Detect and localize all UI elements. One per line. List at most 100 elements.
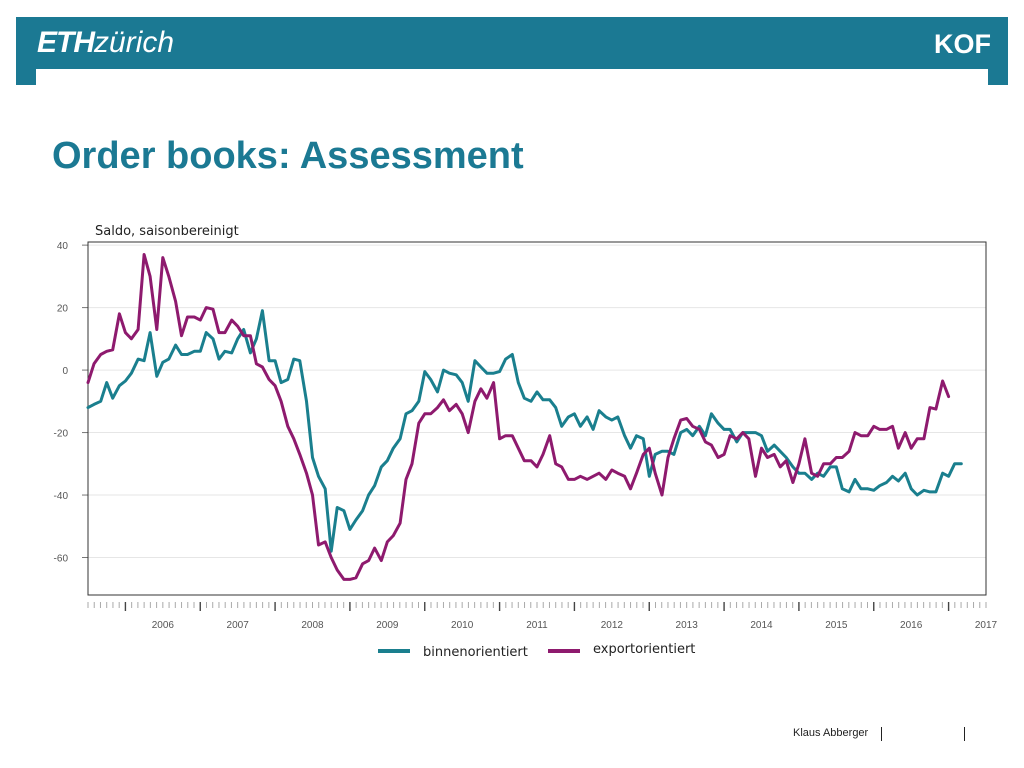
data-point-binnenorientiert	[199, 350, 202, 353]
data-point-exportorientiert	[111, 349, 114, 351]
data-point-exportorientiert	[287, 425, 289, 428]
slide-title: Order books: Assessment	[52, 135, 524, 177]
data-point-binnenorientiert	[330, 550, 333, 553]
y-tick-label: -20	[54, 429, 69, 440]
data-point-binnenorientiert	[605, 416, 607, 418]
x-tick-label: 2010	[451, 620, 474, 631]
data-point-binnenorientiert	[729, 428, 731, 431]
data-point-exportorientiert	[336, 569, 339, 571]
data-point-exportorientiert	[137, 328, 139, 331]
data-point-binnenorientiert	[685, 428, 688, 431]
data-point-binnenorientiert	[822, 475, 825, 478]
data-point-binnenorientiert	[941, 472, 944, 475]
data-point-exportorientiert	[230, 319, 233, 321]
data-point-binnenorientiert	[249, 352, 252, 354]
data-point-binnenorientiert	[349, 528, 351, 531]
data-point-binnenorientiert	[149, 331, 151, 334]
data-point-exportorientiert	[779, 466, 781, 468]
data-point-exportorientiert	[355, 577, 357, 579]
data-point-exportorientiert	[835, 456, 838, 459]
data-point-exportorientiert	[798, 463, 800, 465]
data-point-exportorientiert	[878, 428, 881, 431]
data-point-exportorientiert	[891, 425, 894, 428]
data-point-exportorientiert	[492, 381, 495, 384]
data-point-exportorientiert	[904, 431, 906, 434]
data-point-binnenorientiert	[143, 359, 145, 362]
data-point-exportorientiert	[311, 494, 314, 496]
data-point-binnenorientiert	[635, 434, 638, 437]
data-point-exportorientiert	[87, 381, 89, 384]
data-point-exportorientiert	[480, 388, 482, 390]
legend-label-binnenorientiert: binnenorientiert	[423, 645, 528, 660]
data-point-binnenorientiert	[99, 400, 102, 403]
data-point-binnenorientiert	[891, 475, 894, 478]
eth-logo-rest: zürich	[94, 26, 175, 59]
data-point-binnenorientiert	[704, 434, 707, 437]
data-point-exportorientiert	[498, 438, 501, 440]
data-point-binnenorientiert	[193, 350, 196, 353]
data-point-exportorientiert	[442, 399, 445, 401]
data-point-binnenorientiert	[367, 494, 370, 496]
data-point-exportorientiert	[130, 338, 133, 340]
data-point-exportorientiert	[742, 431, 744, 434]
data-point-binnenorientiert	[111, 397, 114, 400]
data-point-binnenorientiert	[424, 370, 426, 373]
data-point-binnenorientiert	[878, 484, 881, 487]
footer-separator	[964, 727, 965, 741]
data-point-exportorientiert	[474, 400, 476, 403]
data-point-exportorientiert	[841, 456, 844, 459]
data-point-exportorientiert	[867, 434, 869, 437]
data-point-binnenorientiert	[717, 422, 719, 425]
data-point-binnenorientiert	[498, 370, 501, 373]
data-point-binnenorientiert	[442, 369, 445, 371]
data-point-binnenorientiert	[287, 378, 289, 381]
data-point-binnenorientiert	[355, 519, 357, 521]
data-point-binnenorientiert	[242, 328, 245, 331]
data-point-binnenorientiert	[642, 438, 645, 440]
data-point-binnenorientiert	[418, 400, 420, 403]
data-point-binnenorientiert	[548, 399, 551, 401]
data-point-binnenorientiert	[386, 459, 389, 462]
data-point-exportorientiert	[373, 547, 376, 549]
data-point-exportorientiert	[548, 434, 551, 437]
data-point-exportorientiert	[910, 447, 912, 450]
data-point-exportorientiert	[392, 534, 395, 537]
data-point-exportorientiert	[361, 563, 364, 565]
data-point-binnenorientiert	[935, 491, 937, 493]
data-point-binnenorientiert	[586, 416, 588, 418]
data-point-exportorientiert	[941, 380, 944, 382]
data-point-binnenorientiert	[93, 403, 95, 406]
y-tick-label: 0	[62, 366, 68, 377]
data-point-exportorientiert	[93, 363, 95, 365]
data-point-binnenorientiert	[218, 358, 220, 360]
data-point-exportorientiert	[330, 556, 333, 559]
footer-separator	[881, 727, 882, 741]
data-point-exportorientiert	[193, 316, 196, 318]
data-point-exportorientiert	[105, 350, 108, 353]
data-point-exportorientiert	[586, 478, 588, 481]
data-point-exportorientiert	[367, 559, 370, 562]
data-point-exportorientiert	[654, 472, 656, 475]
data-point-exportorientiert	[180, 334, 183, 337]
data-point-binnenorientiert	[748, 431, 750, 434]
data-point-exportorientiert	[448, 409, 451, 412]
data-point-binnenorientiert	[274, 359, 276, 362]
data-point-exportorientiert	[186, 316, 189, 318]
data-point-exportorientiert	[511, 434, 514, 437]
data-point-binnenorientiert	[723, 428, 725, 431]
x-tick-label: 2016	[900, 620, 923, 631]
y-tick-label: 40	[57, 241, 69, 252]
data-point-binnenorientiert	[661, 450, 663, 453]
data-point-exportorientiert	[461, 413, 464, 415]
data-point-binnenorientiert	[691, 434, 694, 437]
data-point-binnenorientiert	[317, 475, 320, 478]
data-point-exportorientiert	[280, 400, 282, 403]
data-point-exportorientiert	[935, 408, 937, 410]
data-point-exportorientiert	[785, 459, 787, 462]
data-point-exportorientiert	[679, 419, 682, 421]
data-point-exportorientiert	[236, 325, 239, 328]
x-tick-label: 2012	[601, 620, 624, 631]
data-point-binnenorientiert	[598, 409, 600, 412]
data-point-binnenorientiert	[461, 381, 464, 384]
data-point-binnenorientiert	[792, 466, 794, 468]
